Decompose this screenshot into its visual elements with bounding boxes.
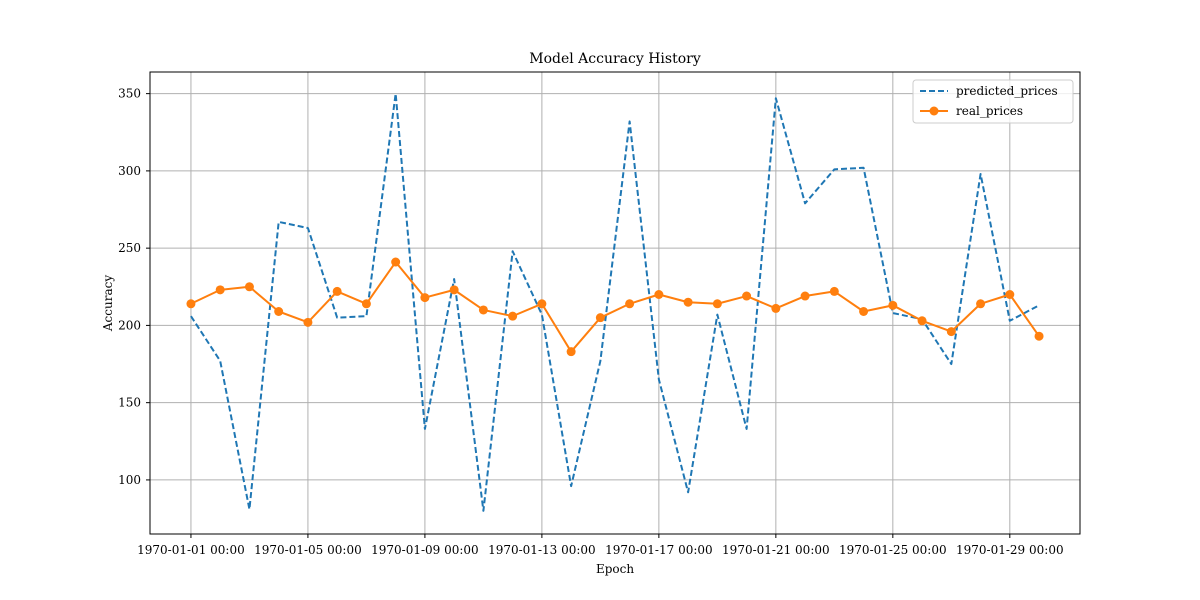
x-tick-label: 1970-01-25 00:00 bbox=[839, 543, 947, 557]
data-point-real-prices bbox=[274, 306, 284, 316]
data-point-real-prices bbox=[1034, 331, 1044, 341]
plot-area bbox=[150, 72, 1080, 534]
x-tick-label: 1970-01-17 00:00 bbox=[605, 543, 713, 557]
data-point-real-prices bbox=[712, 299, 722, 309]
data-point-real-prices bbox=[332, 286, 342, 296]
x-tick-label: 1970-01-13 00:00 bbox=[488, 543, 596, 557]
ticks: 1970-01-01 00:00 1970-01-05 00:00 1970-01-… bbox=[118, 87, 1064, 557]
x-tick-label: 1970-01-01 00:00 bbox=[137, 543, 245, 557]
data-point-real-prices bbox=[829, 286, 839, 296]
legend-label-real: real_prices bbox=[956, 104, 1023, 118]
legend-box bbox=[912, 79, 1074, 124]
legend: predicted_prices real_prices bbox=[912, 79, 1074, 124]
data-point-real-prices bbox=[303, 317, 313, 327]
y-tick-label: 150 bbox=[118, 396, 141, 410]
data-point-real-prices bbox=[361, 299, 371, 309]
legend-marker-real bbox=[929, 106, 939, 116]
data-point-real-prices bbox=[508, 311, 518, 321]
data-point-real-prices bbox=[186, 299, 196, 309]
data-point-real-prices bbox=[683, 297, 693, 307]
series-layer bbox=[186, 92, 1044, 512]
data-point-real-prices bbox=[625, 299, 635, 309]
x-tick-label: 1970-01-29 00:00 bbox=[956, 543, 1064, 557]
series-line-predicted-prices bbox=[190, 92, 1040, 512]
x-tick-label: 1970-01-05 00:00 bbox=[254, 543, 362, 557]
x-tick-label: 1970-01-21 00:00 bbox=[722, 543, 830, 557]
data-point-real-prices bbox=[742, 291, 752, 301]
plot-frame bbox=[149, 71, 1081, 535]
data-point-real-prices bbox=[654, 290, 664, 300]
data-point-real-prices bbox=[888, 300, 898, 310]
chart-title: Model Accuracy History bbox=[529, 51, 701, 67]
data-point-real-prices bbox=[537, 299, 547, 309]
y-tick-label: 300 bbox=[118, 164, 141, 178]
data-point-real-prices bbox=[946, 327, 956, 337]
data-point-real-prices bbox=[976, 299, 986, 309]
data-point-real-prices bbox=[771, 303, 781, 313]
data-point-real-prices bbox=[478, 305, 488, 315]
data-point-real-prices bbox=[800, 291, 810, 301]
y-tick-label: 250 bbox=[118, 241, 141, 255]
y-tick-label: 200 bbox=[118, 318, 141, 332]
x-tick-label: 1970-01-09 00:00 bbox=[371, 543, 479, 557]
series-line-real-prices bbox=[190, 261, 1040, 353]
y-tick-label: 100 bbox=[118, 473, 141, 487]
data-point-real-prices bbox=[566, 347, 576, 357]
legend-label-predicted: predicted_prices bbox=[956, 84, 1058, 98]
data-point-real-prices bbox=[595, 313, 605, 323]
data-point-real-prices bbox=[215, 285, 225, 295]
data-point-real-prices bbox=[917, 316, 927, 326]
data-point-real-prices bbox=[391, 257, 401, 267]
data-point-real-prices bbox=[244, 282, 254, 292]
y-tick-label: 350 bbox=[118, 87, 141, 101]
data-point-real-prices bbox=[449, 285, 459, 295]
data-point-real-prices bbox=[1005, 290, 1015, 300]
data-point-real-prices bbox=[420, 293, 430, 303]
data-point-real-prices bbox=[859, 306, 869, 316]
x-axis-label: Epoch bbox=[596, 562, 634, 576]
y-axis-label: Accuracy bbox=[101, 275, 115, 332]
